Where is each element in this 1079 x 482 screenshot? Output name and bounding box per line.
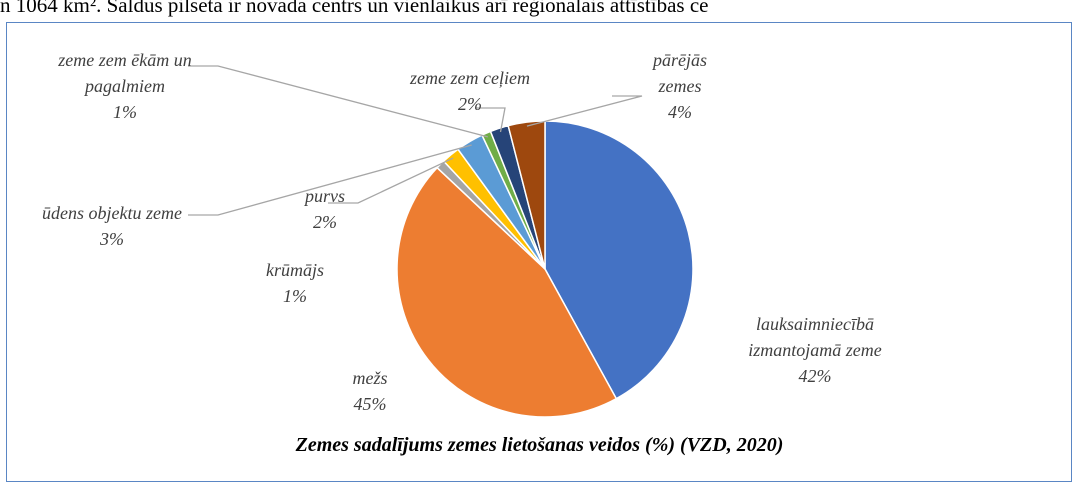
label-category: zeme zem ceļiem: [410, 68, 530, 88]
leader-line: [188, 65, 488, 138]
data-label: mežs 45%: [330, 365, 410, 417]
label-category: krūmājs: [266, 260, 324, 280]
chart-title: Zemes sadalījums zemes lietošanas veidos…: [295, 434, 784, 456]
data-label: purvs 2%: [285, 183, 365, 235]
data-label: krūmājs 1%: [255, 257, 335, 309]
data-label: zeme zem ceļiem 2%: [385, 65, 555, 117]
label-category: ūdens objektu zeme: [42, 203, 182, 223]
label-value: 1%: [283, 286, 307, 306]
label-category: zeme zem ēkām un pagalmiem: [58, 50, 192, 96]
leader-line: [475, 107, 506, 133]
label-value: 4%: [668, 102, 692, 122]
data-label: pārējās zemes 4%: [630, 47, 730, 125]
data-label: lauksaimniecībā izmantojamā zeme 42%: [715, 311, 915, 389]
label-category: mežs: [352, 368, 388, 388]
leader-line: [526, 95, 643, 127]
label-category: purvs: [305, 186, 345, 206]
label-value: 45%: [353, 394, 387, 414]
label-value: 2%: [458, 94, 482, 114]
label-value: 2%: [313, 212, 337, 232]
label-value: 1%: [113, 102, 137, 122]
data-label: ūdens objektu zeme 3%: [2, 200, 222, 252]
leader-line: [328, 157, 454, 204]
pie-slice: [396, 166, 618, 418]
label-value: 42%: [798, 366, 832, 386]
pie-slice: [544, 120, 694, 400]
leader-line: [188, 144, 472, 216]
label-category: pārējās zemes: [653, 50, 707, 96]
body-text: n 1064 km². Saldus pilsēta ir novada cen…: [0, 0, 709, 17]
label-value: 3%: [100, 229, 124, 249]
data-label: zeme zem ēkām un pagalmiem 1%: [30, 47, 220, 125]
label-category: lauksaimniecībā izmantojamā zeme: [748, 314, 882, 360]
